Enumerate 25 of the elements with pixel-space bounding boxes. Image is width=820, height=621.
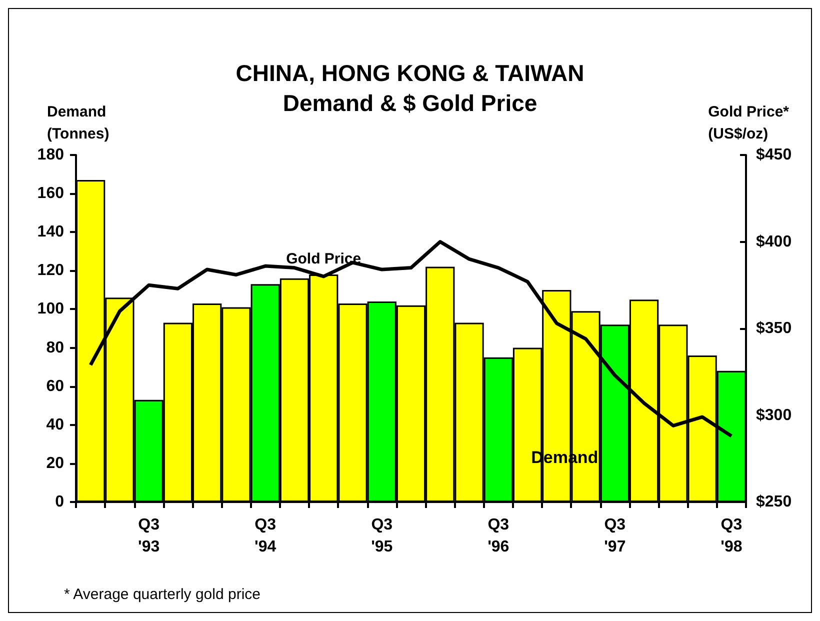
y2-axis-title: Gold Price* (US$/oz) <box>708 104 790 142</box>
y-tick-label: 160 <box>37 185 64 202</box>
y-tick-label: 60 <box>46 378 64 395</box>
y2-tick-label: $450 <box>756 146 792 164</box>
x-tick-label: Q3 '96 <box>488 516 510 556</box>
y2-tick-label: $300 <box>756 406 792 424</box>
text: * Average quarterly gold price <box>64 586 261 603</box>
y2-tick-label: $350 <box>756 320 792 337</box>
y2-tick-label: $400 <box>756 233 792 250</box>
y-tick-label: 100 <box>37 300 64 318</box>
y-tick-label: 180 <box>37 146 64 164</box>
x-tick-label: Q3 '98 <box>720 516 742 556</box>
y-tick-label: 0 <box>55 494 64 510</box>
y-tick-label: 40 <box>46 416 64 434</box>
x-tick-label: Q3 '93 <box>138 516 160 556</box>
x-tick-label: Q3 '95 <box>371 516 393 556</box>
x-tick-label: Q3 '97 <box>604 516 626 556</box>
y-tick-label: 80 <box>46 339 64 356</box>
y-tick-label: 20 <box>46 454 64 472</box>
x-tick-label: Q3 '94 <box>254 516 276 556</box>
chart-title: CHINA, HONG KONG & TAIWAN Demand & $ Gold Price <box>236 60 584 116</box>
y-tick-label: 140 <box>37 224 64 241</box>
y2-tick-label: $250 <box>756 494 792 510</box>
y-tick-label: 120 <box>37 262 64 280</box>
y-axis-title: Demand (Tonnes) <box>47 104 110 142</box>
